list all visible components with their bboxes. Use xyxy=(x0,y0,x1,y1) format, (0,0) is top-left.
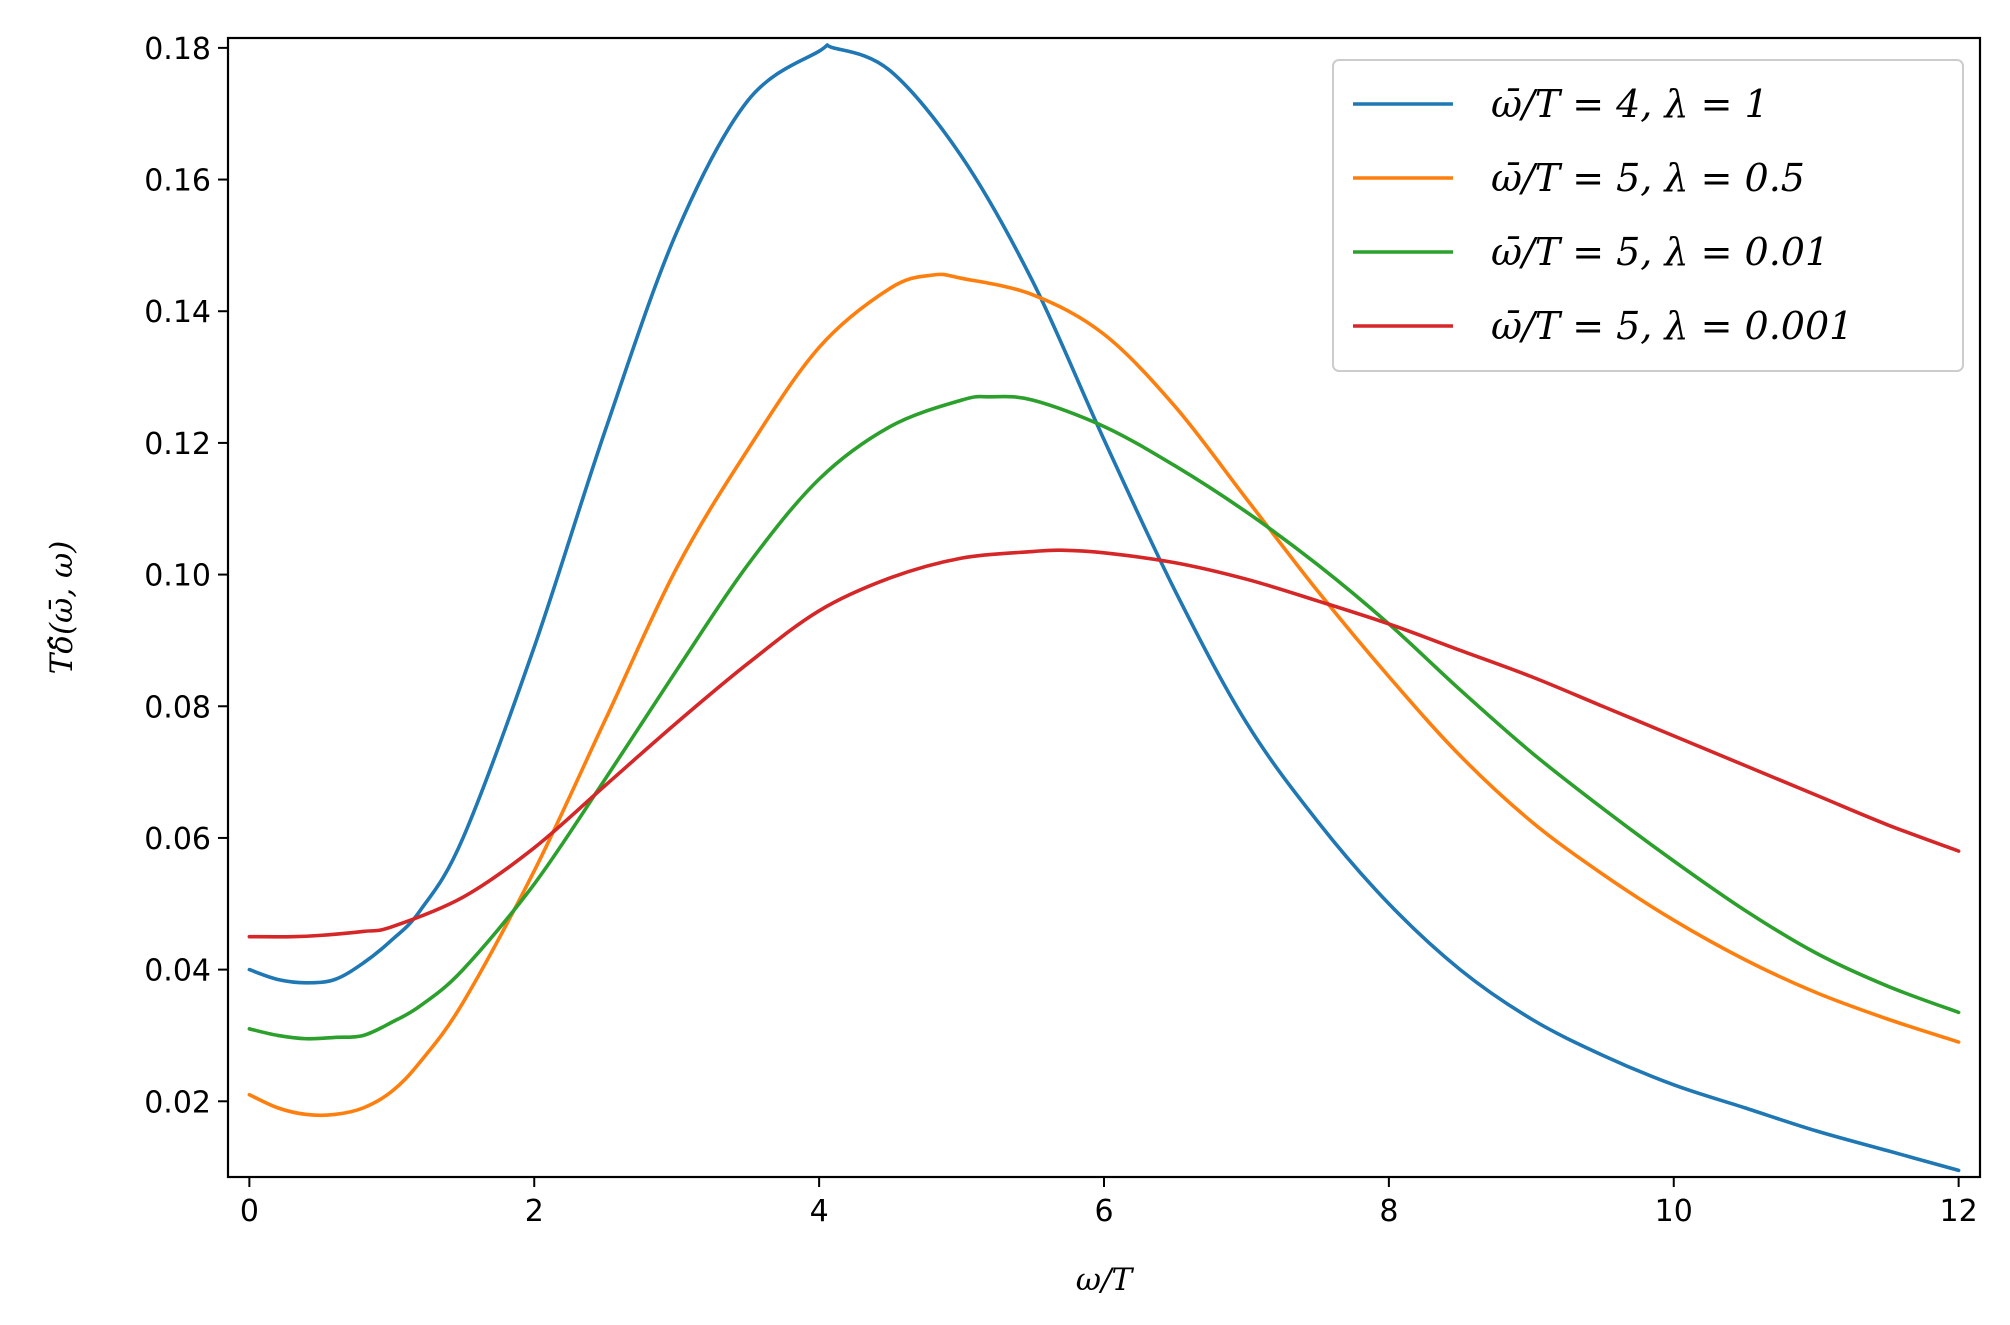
x-tick-label: 8 xyxy=(1379,1194,1398,1229)
y-tick-label: 0.14 xyxy=(144,295,211,330)
x-tick-label: 0 xyxy=(240,1194,259,1229)
x-tick-label: 10 xyxy=(1655,1194,1693,1229)
x-axis-label: ω/T xyxy=(1076,1262,1135,1298)
y-tick-label: 0.16 xyxy=(144,164,211,199)
legend-label: ω̄/T = 5, λ = 0.5 xyxy=(1491,156,1805,200)
series-layer xyxy=(247,43,1961,1173)
y-tick-label: 0.06 xyxy=(144,822,211,857)
axis-ticks: 0 2 4 6 8 10 12 0.02 0.04 0.06 0.08 0.10 0.12 0.14 0.1… xyxy=(144,32,1978,1229)
y-tick-label: 0.04 xyxy=(144,954,211,989)
legend-label: ω̄/T = 5, λ = 0.01 xyxy=(1491,230,1829,274)
y-tick-label: 0.10 xyxy=(144,559,211,594)
y-tick-label: 0.12 xyxy=(144,427,211,462)
y-tick-label: 0.18 xyxy=(144,32,211,67)
legend: ω̄/T = 4, λ = 1 ω̄/T = 5, λ = 0.5 ω̄/T = 5… xyxy=(1332,59,1964,372)
series-line-3 xyxy=(247,394,1961,1041)
legend-box xyxy=(1332,59,1964,372)
series-line-2 xyxy=(247,272,1961,1118)
legend-label: ω̄/T = 4, λ = 1 xyxy=(1491,82,1769,126)
x-tick-label: 6 xyxy=(1094,1194,1113,1229)
y-tick-label: 0.02 xyxy=(144,1085,211,1120)
y-axis-label: Tδ̂(ω̄, ω) xyxy=(44,541,80,675)
legend-label: ω̄/T = 5, λ = 0.001 xyxy=(1491,304,1853,348)
x-tick-label: 4 xyxy=(810,1194,829,1229)
y-tick-label: 0.08 xyxy=(144,690,211,725)
x-tick-label: 12 xyxy=(1940,1194,1978,1229)
x-tick-label: 2 xyxy=(525,1194,544,1229)
series-line-4 xyxy=(247,548,1961,939)
series-line-1 xyxy=(247,43,1961,1173)
